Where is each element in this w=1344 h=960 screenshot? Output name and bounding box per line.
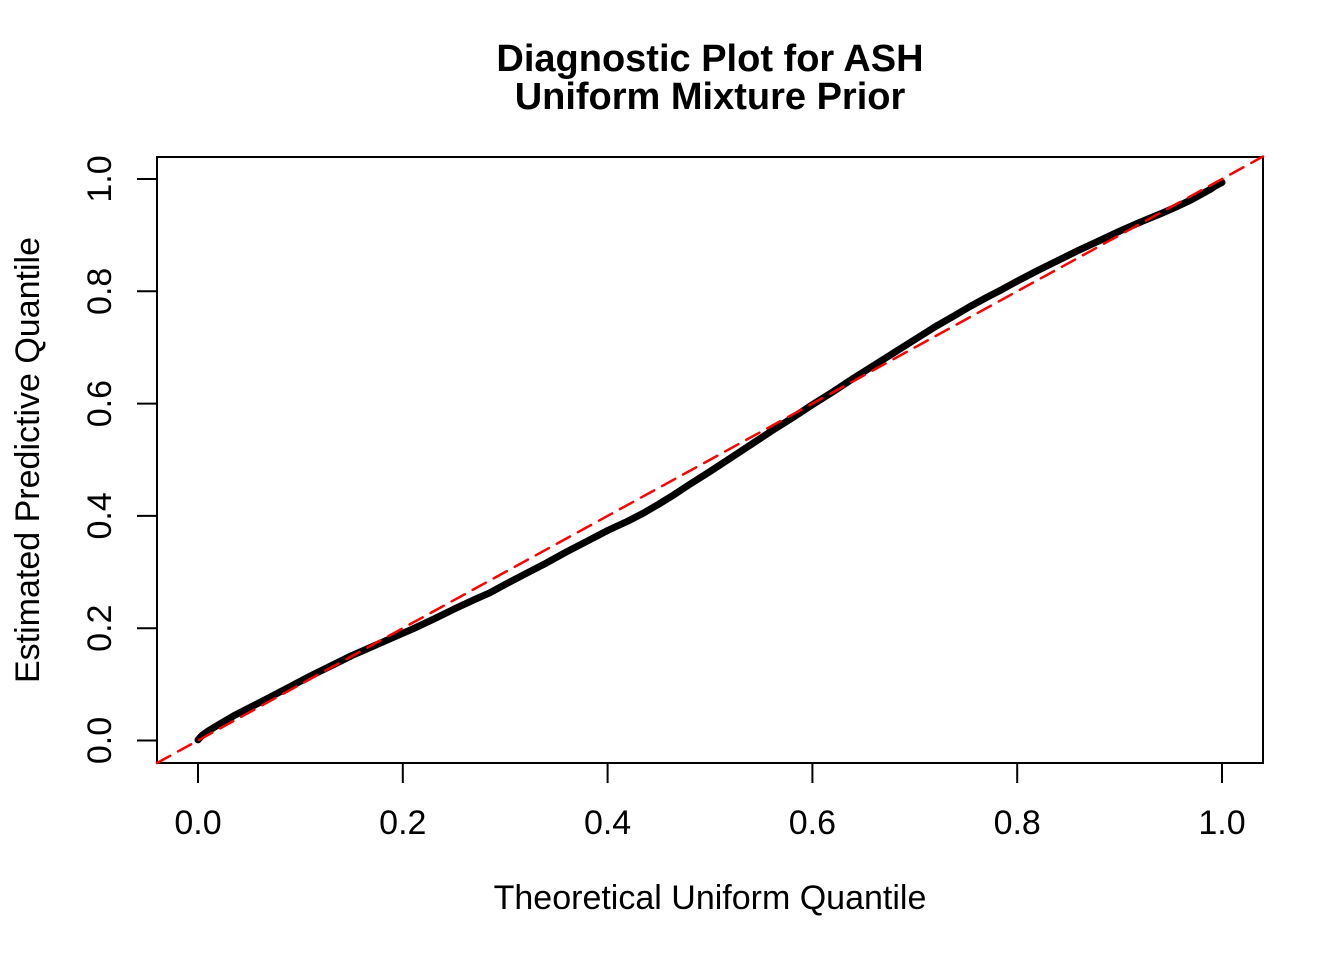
y-axis-tick-label: 0.8 [81,268,119,315]
x-axis-tick-label: 1.0 [1198,804,1245,842]
y-axis-tick-label: 0.2 [81,605,119,652]
y-axis-tick-label: 0.0 [81,717,119,764]
plot-box [156,156,1264,764]
plot-title: Diagnostic Plot for ASH Uniform Mixture … [157,40,1263,116]
y-axis-tick-label: 0.6 [81,380,119,427]
y-axis-label: Estimated Predictive Quantile [9,237,47,683]
x-axis-tick-label: 0.4 [584,804,631,842]
plot-title-line1: Diagnostic Plot for ASH [496,38,924,80]
reference-diagonal-line [155,155,1265,765]
y-axis-tick-label: 0.4 [81,492,119,539]
x-axis-tick-label: 0.8 [994,804,1041,842]
y-axis-tick-label: 1.0 [81,155,119,202]
x-axis-label: Theoretical Uniform Quantile [493,879,927,917]
x-axis-tick-label: 0.0 [174,804,221,842]
plot-title-line2: Uniform Mixture Prior [514,76,906,118]
x-axis-tick-label: 0.6 [789,804,836,842]
x-axis-tick-label: 0.2 [379,804,426,842]
